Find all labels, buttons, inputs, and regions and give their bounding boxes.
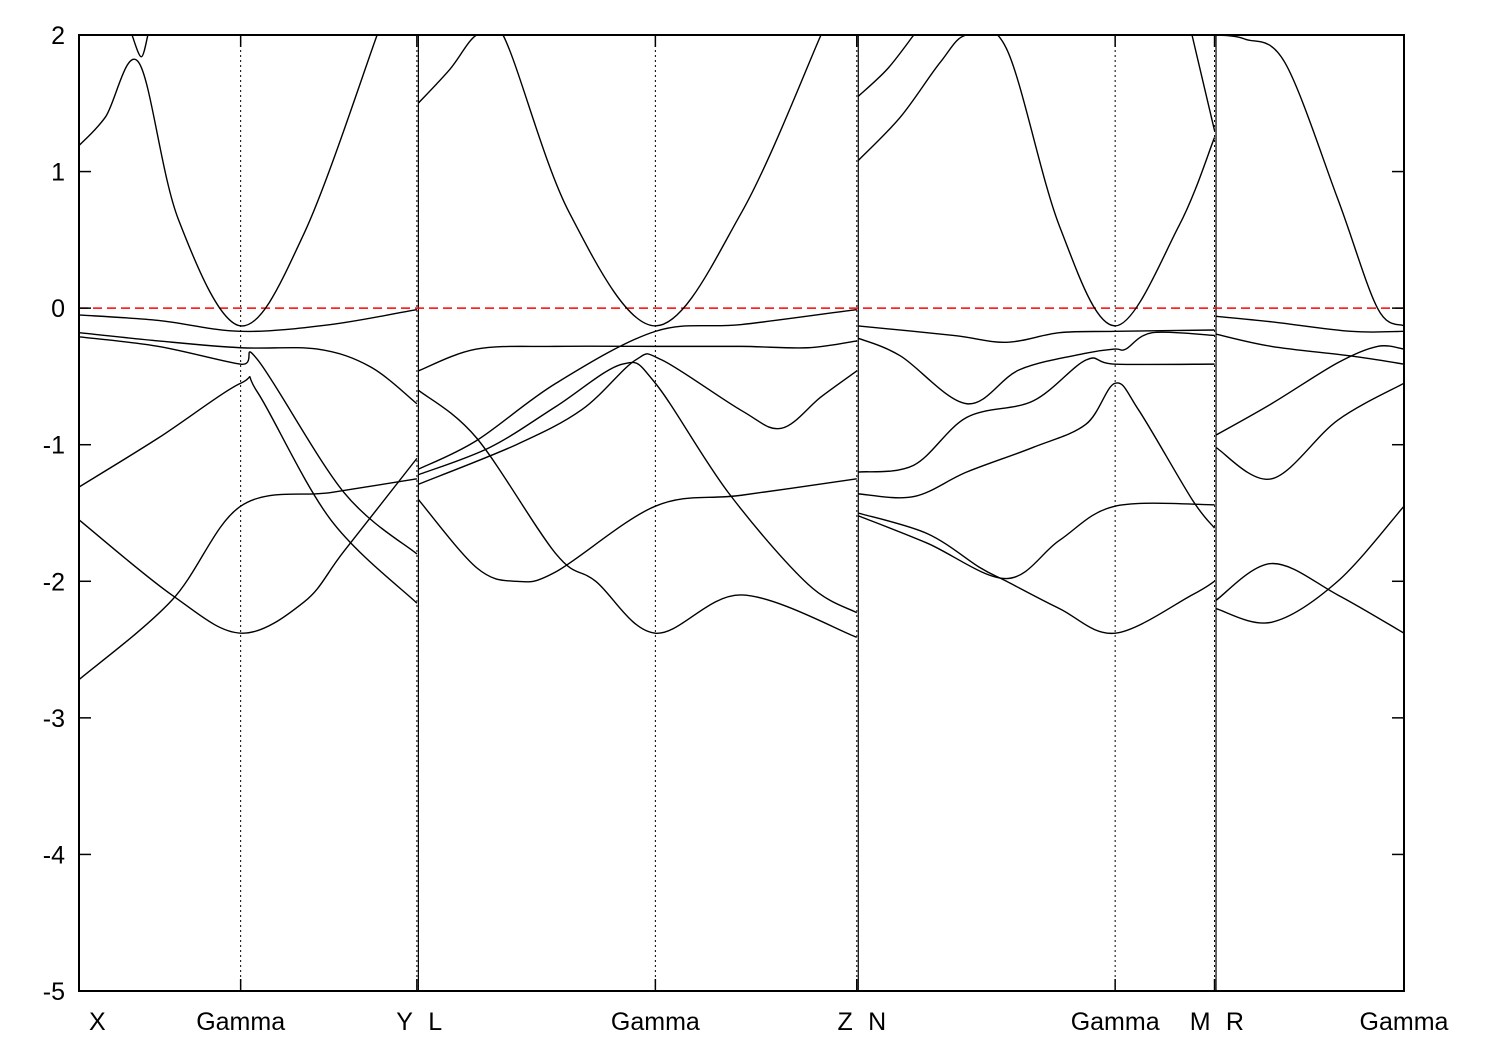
x-tick-label: Gamma: [1071, 1008, 1160, 1036]
band-line-24: [1191, 35, 1216, 131]
y-tick-label: 2: [51, 22, 65, 50]
band-line-22: [857, 35, 1216, 327]
band-line-12: [417, 361, 858, 614]
band-line-30: [1215, 505, 1404, 624]
band-line-4: [79, 375, 418, 604]
band-line-5: [79, 457, 418, 634]
x-tick-label: M: [1190, 1008, 1211, 1036]
band-line-6: [79, 478, 417, 681]
y-tick-label: -1: [43, 432, 65, 460]
band-line-17: [857, 331, 1215, 405]
band-line-11: [417, 308, 857, 470]
band-line-14: [417, 478, 857, 583]
x-tick-label: Gamma: [196, 1008, 285, 1036]
band-line-8: [131, 35, 149, 58]
band-line-7: [79, 35, 378, 327]
band-line-18: [858, 357, 1215, 473]
y-tick-label: -2: [43, 568, 65, 596]
x-tick-label: Z: [837, 1008, 852, 1036]
y-tick-label: -5: [43, 978, 65, 1006]
band-line-28: [1215, 382, 1404, 480]
plot-frame: [78, 34, 1405, 992]
x-tick-label: R: [1226, 1008, 1244, 1036]
band-line-15: [417, 35, 822, 327]
y-tick-label: -4: [43, 841, 65, 869]
band-line-23: [857, 35, 915, 97]
band-line-3: [79, 336, 418, 555]
y-tick-label: 1: [51, 159, 65, 187]
x-tick-label: L: [428, 1008, 442, 1036]
band-line-9: [417, 340, 857, 372]
band-line-10: [417, 389, 858, 638]
band-line-2: [79, 332, 418, 405]
y-tick-label: 0: [51, 295, 65, 323]
band-line-29: [1215, 562, 1404, 634]
x-tick-label: X: [89, 1008, 106, 1036]
x-tick-label: Gamma: [1360, 1008, 1449, 1036]
band-line-13: [417, 353, 858, 485]
band-line-1: [79, 308, 417, 333]
y-tick-label: -3: [43, 705, 65, 733]
band-line-20: [857, 512, 1215, 634]
x-tick-label: Y: [396, 1008, 413, 1036]
band-line-31: [1215, 35, 1404, 327]
band-line-19: [858, 382, 1216, 529]
band-line-21: [857, 502, 1215, 580]
band-line-25: [1215, 315, 1404, 333]
x-tick-label: Gamma: [611, 1008, 700, 1036]
x-tick-label: N: [868, 1008, 886, 1036]
band-line-16: [858, 325, 1215, 343]
band-line-27: [1215, 345, 1404, 436]
band-line-26: [1215, 333, 1404, 365]
